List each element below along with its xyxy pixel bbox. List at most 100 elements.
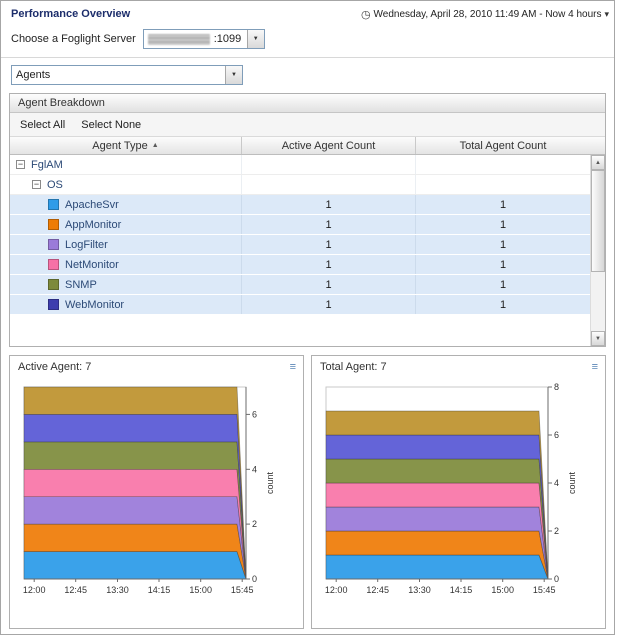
panel-title: Agent Breakdown [10, 94, 605, 113]
column-header-agent-type[interactable]: Agent Type ▲ [10, 137, 242, 154]
view-select[interactable]: Agents ▼ [11, 65, 243, 85]
svg-text:12:45: 12:45 [64, 585, 87, 595]
total-count-cell: 1 [499, 238, 507, 251]
active-agent-chart: 0 2 4 6 count 12:00 12:45 13:30 14:15 15:00 15:45 [10, 373, 303, 624]
scrollbar-track[interactable] [591, 170, 605, 331]
total-count-cell: 1 [499, 198, 507, 211]
agent-name: WebMonitor [65, 298, 125, 311]
view-row: Agents ▼ [11, 65, 614, 85]
scroll-down-icon: ▼ [595, 335, 601, 342]
caret-down-icon: ▾ [604, 9, 609, 19]
tree-row-os[interactable]: − OS [10, 175, 590, 195]
svg-text:15:00: 15:00 [491, 585, 514, 595]
top-bar: Performance Overview ◷ Wednesday, April … [1, 1, 614, 21]
agent-table: Agent Type ▲ Active Agent Count Total Ag… [10, 137, 605, 346]
total-count-cell: 1 [499, 258, 507, 271]
svg-text:4: 4 [554, 478, 559, 488]
total-count-cell [416, 155, 590, 174]
chart-title: Total Agent: 7 [320, 361, 387, 373]
svg-text:0: 0 [252, 574, 257, 584]
chart-header: Total Agent: 7 ≡ [312, 356, 605, 373]
collapse-icon[interactable]: − [32, 179, 41, 189]
active-count-cell: 1 [242, 275, 416, 294]
server-select-dropdown-button[interactable]: ▼ [246, 30, 264, 48]
svg-text:0: 0 [554, 574, 559, 584]
svg-text:6: 6 [252, 409, 257, 419]
tree-label: OS [47, 178, 63, 191]
time-range-label: Wednesday, April 28, 2010 11:49 AM - Now… [373, 9, 602, 20]
svg-text:14:15: 14:15 [148, 585, 171, 595]
column-header-active-agent-count[interactable]: Active Agent Count [242, 137, 416, 154]
active-count-cell: 1 [242, 215, 416, 234]
column-label: Agent Type [92, 139, 148, 152]
active-agent-chart-panel: Active Agent: 7 ≡ 0 2 4 6 count 12:00 12:45 13:… [9, 355, 304, 629]
svg-text:14:15: 14:15 [450, 585, 473, 595]
server-select-label: Choose a Foglight Server [11, 33, 136, 45]
charts-row: Active Agent: 7 ≡ 0 2 4 6 count 12:00 12:45 13:… [9, 355, 606, 629]
scrollbar-thumb[interactable] [591, 170, 605, 272]
agent-name: AppMonitor [65, 218, 122, 231]
total-agent-chart: 0 2 4 6 8 count 12:00 12:45 13:30 14:15 15:00 15:45 [312, 373, 605, 624]
table-row[interactable]: AppMonitor 1 1 [10, 215, 590, 235]
svg-text:13:30: 13:30 [408, 585, 431, 595]
agent-name: ApacheSvr [65, 198, 119, 211]
svg-text:6: 6 [554, 430, 559, 440]
agent-breakdown-panel: Agent Breakdown Select All Select None A… [9, 93, 606, 347]
select-none-button[interactable]: Select None [81, 118, 142, 131]
agent-name: NetMonitor [65, 258, 119, 271]
active-count-cell: 1 [242, 235, 416, 254]
column-label: Total Agent Count [459, 139, 547, 152]
svg-text:12:00: 12:00 [325, 585, 348, 595]
view-select-value: Agents [16, 69, 51, 81]
chart-title: Active Agent: 7 [18, 361, 92, 373]
svg-text:count: count [567, 471, 577, 494]
total-count-cell: 1 [499, 218, 507, 231]
server-port: :1099 [213, 33, 242, 45]
chevron-down-icon: ▼ [252, 36, 259, 42]
chart-header: Active Agent: 7 ≡ [10, 356, 303, 373]
column-header-total-agent-count[interactable]: Total Agent Count [416, 137, 590, 154]
svg-text:15:45: 15:45 [231, 585, 254, 595]
scroll-up-icon: ▲ [595, 159, 601, 166]
sort-ascending-icon: ▲ [151, 142, 159, 149]
table-scrollbar[interactable]: ▲ ▼ [590, 155, 605, 346]
agent-color-swatch [48, 219, 59, 230]
agent-color-swatch [48, 299, 59, 310]
active-count-cell [242, 155, 416, 174]
agent-name: SNMP [65, 278, 97, 291]
svg-text:4: 4 [252, 464, 257, 474]
table-row[interactable]: NetMonitor 1 1 [10, 255, 590, 275]
separator [1, 57, 614, 58]
clock-icon: ◷ [360, 9, 371, 21]
server-row: Choose a Foglight Server :1099 ▼ [11, 29, 614, 49]
table-row[interactable]: WebMonitor 1 1 [10, 295, 590, 315]
agent-color-swatch [48, 239, 59, 250]
total-count-cell: 1 [499, 278, 507, 291]
agent-name: LogFilter [65, 238, 108, 251]
svg-text:15:00: 15:00 [189, 585, 212, 595]
table-body: − FglAM − OS A [10, 155, 590, 315]
chart-customizer-icon[interactable]: ≡ [591, 360, 598, 373]
server-select[interactable]: :1099 ▼ [142, 29, 265, 49]
agent-color-swatch [48, 199, 59, 210]
svg-text:count: count [265, 471, 275, 494]
svg-text:12:45: 12:45 [366, 585, 389, 595]
svg-text:2: 2 [252, 519, 257, 529]
active-count-cell: 1 [242, 195, 416, 214]
select-all-button[interactable]: Select All [20, 118, 66, 131]
tree-row-fglam[interactable]: − FglAM [10, 155, 590, 175]
total-count-cell: 1 [499, 298, 507, 311]
table-row[interactable]: SNMP 1 1 [10, 275, 590, 295]
chevron-down-icon: ▼ [231, 72, 237, 78]
column-label: Active Agent Count [281, 139, 376, 152]
time-range-control[interactable]: ◷ Wednesday, April 28, 2010 11:49 AM - N… [361, 8, 609, 21]
chart-customizer-icon[interactable]: ≡ [289, 360, 296, 373]
active-count-cell: 1 [242, 255, 416, 274]
scroll-up-button[interactable]: ▲ [591, 155, 605, 170]
scroll-down-button[interactable]: ▼ [591, 331, 605, 346]
table-row[interactable]: LogFilter 1 1 [10, 235, 590, 255]
collapse-icon[interactable]: − [16, 159, 25, 169]
view-select-dropdown-button[interactable]: ▼ [225, 66, 242, 84]
table-row[interactable]: ApacheSvr 1 1 [10, 195, 590, 215]
active-count-cell [242, 175, 416, 194]
